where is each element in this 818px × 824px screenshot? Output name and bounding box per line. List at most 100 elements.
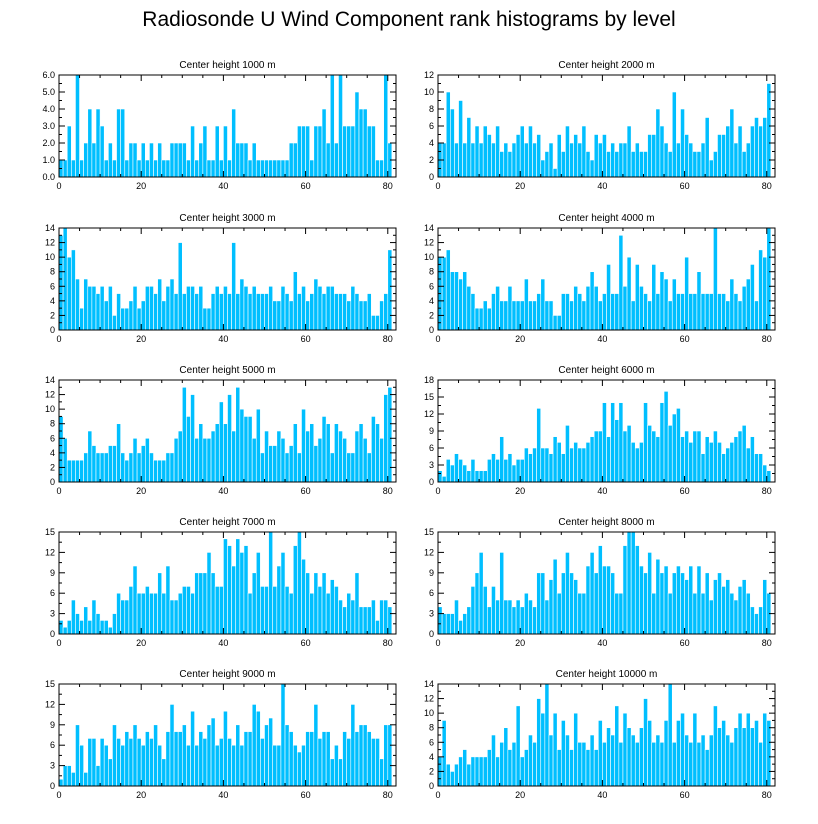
bar bbox=[495, 125, 500, 178]
bar bbox=[99, 452, 105, 483]
bar bbox=[733, 436, 739, 483]
bar bbox=[639, 151, 644, 178]
bar bbox=[491, 734, 496, 787]
bar bbox=[387, 606, 393, 635]
bar bbox=[651, 264, 657, 331]
bar bbox=[655, 558, 661, 635]
bar bbox=[663, 720, 669, 787]
bar bbox=[503, 142, 509, 178]
bar bbox=[157, 142, 163, 178]
bar bbox=[173, 142, 179, 178]
x-tick-label: 60 bbox=[301, 790, 311, 800]
bar bbox=[602, 293, 607, 331]
bar bbox=[614, 151, 620, 178]
bar bbox=[112, 724, 117, 787]
bar bbox=[338, 74, 343, 178]
bar bbox=[610, 734, 616, 787]
bar bbox=[758, 741, 763, 787]
bar bbox=[552, 315, 558, 331]
bar bbox=[692, 712, 698, 787]
bar bbox=[153, 293, 158, 331]
bar bbox=[524, 592, 529, 635]
bar bbox=[729, 592, 735, 635]
bar bbox=[450, 108, 455, 178]
bar bbox=[573, 712, 579, 787]
bar bbox=[103, 452, 109, 483]
bar bbox=[478, 307, 484, 331]
bar bbox=[383, 293, 389, 331]
x-tick-label: 20 bbox=[136, 486, 146, 496]
bar bbox=[667, 151, 673, 178]
bar bbox=[87, 430, 93, 483]
bar bbox=[260, 738, 265, 787]
bar bbox=[577, 447, 583, 483]
bar bbox=[260, 586, 265, 635]
bar bbox=[445, 91, 451, 178]
bar bbox=[556, 134, 562, 178]
bar bbox=[700, 142, 706, 178]
bar bbox=[153, 724, 158, 787]
bar bbox=[145, 285, 150, 331]
bar bbox=[651, 430, 657, 483]
bar bbox=[729, 741, 735, 787]
bar bbox=[622, 285, 628, 331]
bar bbox=[243, 142, 249, 178]
bar bbox=[704, 572, 710, 635]
y-tick-label: 2 bbox=[429, 766, 434, 776]
bar bbox=[737, 300, 743, 331]
panel-3: Center height 3000 m 0 20 40 60 80 0 2 4 6 8 10 12 14 bbox=[45, 213, 397, 344]
bar bbox=[375, 620, 380, 635]
bar bbox=[181, 142, 187, 178]
x-tick-label: 0 bbox=[56, 486, 61, 496]
y-tick-label: 0.0 bbox=[42, 172, 55, 182]
bar bbox=[647, 552, 653, 635]
bar bbox=[491, 293, 496, 331]
bar bbox=[243, 731, 249, 787]
bar bbox=[379, 159, 384, 178]
bar bbox=[251, 572, 257, 635]
bar bbox=[647, 425, 653, 483]
bar bbox=[466, 117, 472, 178]
bar bbox=[565, 552, 570, 635]
bar bbox=[573, 285, 579, 331]
bar bbox=[62, 765, 68, 787]
y-tick-label: 10 bbox=[45, 404, 55, 414]
bar bbox=[503, 727, 509, 787]
y-tick-label: 3 bbox=[429, 609, 434, 619]
bar bbox=[589, 436, 595, 483]
bar bbox=[231, 108, 237, 178]
bar bbox=[462, 464, 468, 483]
y-tick-label: 9 bbox=[429, 426, 434, 436]
bar bbox=[655, 436, 661, 483]
bar bbox=[729, 442, 735, 483]
bar bbox=[375, 315, 380, 331]
bar bbox=[190, 710, 195, 787]
bar bbox=[383, 394, 389, 483]
bar bbox=[157, 459, 163, 483]
bar bbox=[276, 744, 282, 787]
bar bbox=[552, 712, 558, 787]
bar bbox=[342, 731, 347, 787]
bar bbox=[272, 445, 278, 483]
bar bbox=[684, 579, 689, 635]
bar bbox=[528, 734, 533, 787]
bar bbox=[375, 159, 380, 178]
bar bbox=[276, 159, 282, 178]
bar bbox=[581, 592, 587, 635]
bar bbox=[264, 586, 269, 635]
bar bbox=[721, 293, 726, 331]
bar bbox=[264, 293, 269, 331]
x-tick-label: 80 bbox=[383, 334, 393, 344]
bar bbox=[503, 459, 509, 483]
bar bbox=[725, 447, 731, 483]
bar bbox=[676, 408, 681, 483]
bar bbox=[75, 724, 80, 787]
bar bbox=[713, 705, 718, 787]
bar bbox=[684, 734, 689, 787]
bar bbox=[750, 436, 755, 483]
bar bbox=[548, 453, 554, 483]
bar bbox=[309, 423, 315, 483]
bar bbox=[700, 734, 706, 787]
bar bbox=[700, 592, 706, 635]
x-tick-label: 0 bbox=[56, 638, 61, 648]
